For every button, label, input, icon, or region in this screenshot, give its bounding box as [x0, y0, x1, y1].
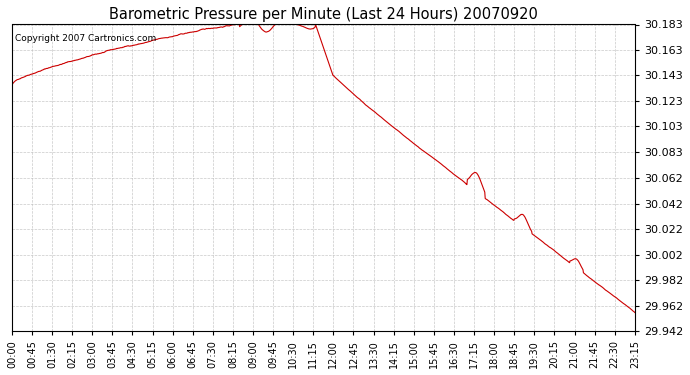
Title: Barometric Pressure per Minute (Last 24 Hours) 20070920: Barometric Pressure per Minute (Last 24 …: [109, 7, 538, 22]
Text: Copyright 2007 Cartronics.com: Copyright 2007 Cartronics.com: [15, 34, 157, 43]
